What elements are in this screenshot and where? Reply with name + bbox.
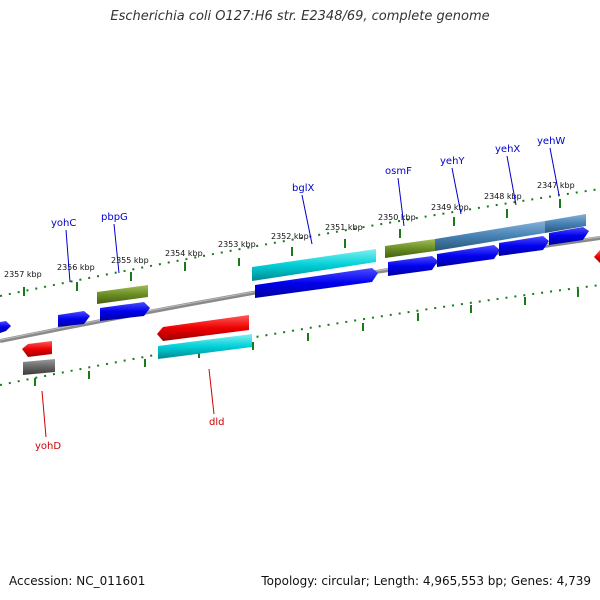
- topology-summary: Topology: circular; Length: 4,965,553 bp…: [261, 574, 591, 588]
- ruler-label: 2354 kbp: [165, 249, 203, 258]
- ruler-label: 2350 kbp: [378, 213, 416, 222]
- ruler-label: 2349 kbp: [431, 203, 469, 212]
- inner-ruler-ring: [0, 284, 600, 386]
- gene-label-dld[interactable]: dld: [209, 417, 224, 428]
- gene-label-yehW[interactable]: yehW: [537, 136, 565, 147]
- ruler-label: 2347 kbp: [537, 181, 575, 190]
- gene-feature-yohD[interactable]: [23, 359, 55, 375]
- accession-text: Accession: NC_011601: [9, 574, 146, 588]
- gene-label-yohC[interactable]: yohC: [51, 218, 76, 229]
- cds-feature[interactable]: [58, 311, 90, 327]
- cds-feature[interactable]: [0, 321, 11, 333]
- gene-feature-bglX[interactable]: [252, 249, 376, 281]
- ruler-label: 2352 kbp: [271, 232, 309, 241]
- reverse-features[interactable]: [22, 250, 600, 375]
- gene-label-pbpG[interactable]: pbpG: [101, 212, 128, 223]
- cds-feature[interactable]: [388, 256, 438, 276]
- ruler-label: 2353 kbp: [218, 240, 256, 249]
- gene-feature-osmF[interactable]: [385, 239, 435, 258]
- ruler-label: 2348 kbp: [484, 192, 522, 201]
- gene-feature-yehY[interactable]: [435, 221, 545, 251]
- cds-feature-reverse[interactable]: [594, 250, 600, 263]
- label-connectors: [41, 147, 560, 438]
- cds-feature[interactable]: [100, 302, 150, 321]
- cds-feature[interactable]: [255, 268, 378, 298]
- ruler-label: 2356 kbp: [57, 263, 95, 272]
- forward-cds-features[interactable]: [0, 227, 589, 333]
- ruler-label: 2357 kbp: [4, 270, 42, 279]
- map-title: Escherichia coli O127:H6 str. E2348/69, …: [110, 9, 490, 24]
- cds-feature-reverse[interactable]: [22, 341, 52, 357]
- gene-feature-pbpG[interactable]: [97, 285, 148, 304]
- gene-feature-dld[interactable]: [158, 334, 252, 359]
- gene-label-yehX[interactable]: yehX: [495, 144, 520, 155]
- gene-labels: yohC pbpG bglX osmF yehY yehX yehW yohD …: [35, 136, 565, 452]
- forward-gene-features[interactable]: [97, 214, 586, 304]
- ruler-labels: 2357 kbp 2356 kbp 2355 kbp 2354 kbp 2353…: [4, 181, 575, 279]
- ruler-label: 2355 kbp: [111, 256, 149, 265]
- outer-major-ticks: [23, 199, 561, 296]
- cds-feature[interactable]: [437, 245, 500, 267]
- ruler-label: 2351 kbp: [325, 223, 363, 232]
- inner-major-ticks: [34, 289, 579, 386]
- gene-feature-yehW[interactable]: [545, 214, 586, 233]
- cds-feature[interactable]: [549, 227, 589, 245]
- cds-feature-reverse[interactable]: [157, 315, 249, 341]
- gene-label-osmF[interactable]: osmF: [385, 166, 412, 177]
- cds-feature[interactable]: [499, 236, 549, 256]
- gene-label-bglX[interactable]: bglX: [292, 183, 314, 194]
- gene-label-yohD[interactable]: yohD: [35, 441, 61, 452]
- gene-label-yehY[interactable]: yehY: [440, 156, 465, 167]
